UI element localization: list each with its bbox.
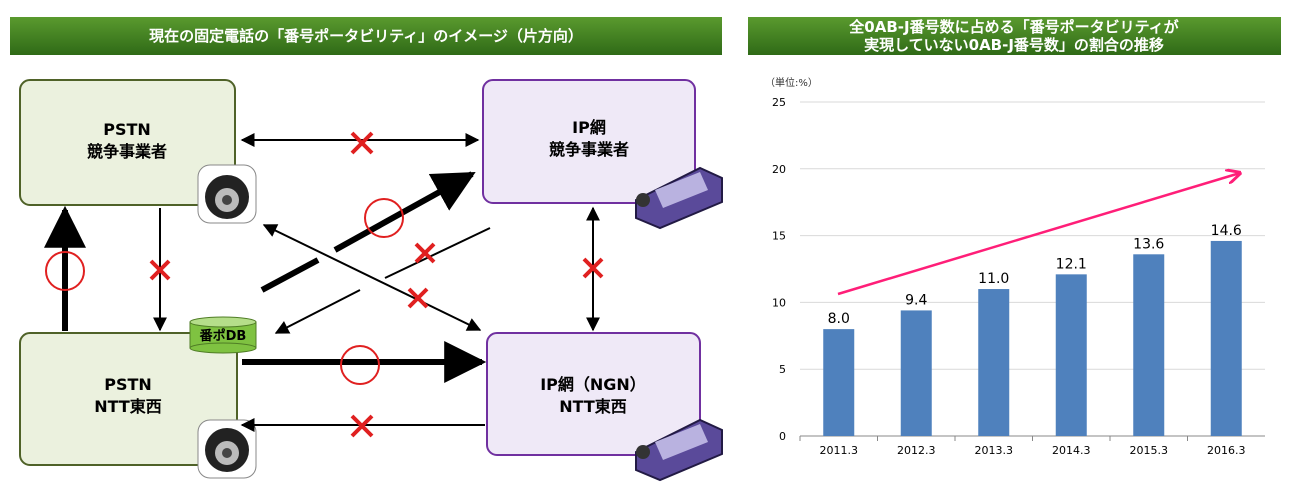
x-tick-label: 2016.3 <box>1207 444 1246 457</box>
value-label: 12.1 <box>1056 256 1087 272</box>
trend-arrow <box>838 173 1240 294</box>
node-line: 競争事業者 <box>549 140 629 159</box>
x-tick-label: 2015.3 <box>1130 444 1169 457</box>
database-label: 番ポDB <box>199 328 247 344</box>
chart-title: 実現していない0AB-J番号数」の割合の推移 <box>864 36 1164 54</box>
node-line: PSTN <box>103 120 151 139</box>
y-tick-label: 10 <box>772 296 786 309</box>
node-line: 競争事業者 <box>87 142 167 161</box>
node-line: NTT東西 <box>559 397 627 416</box>
database: 番ポDB <box>190 317 256 353</box>
canvas: 現在の固定電話の「番号ポータビリティ」のイメージ（片方向） PSTN 競争事業者 … <box>0 0 1291 482</box>
value-label: 8.0 <box>828 311 850 327</box>
y-tick-label: 5 <box>779 363 786 376</box>
diagram: PSTN 競争事業者 IP網競争事業者 PSTN NTT東西 IP網（NGN） NTT… <box>20 80 722 480</box>
value-label: 14.6 <box>1211 223 1242 239</box>
x-tick-label: 2012.3 <box>897 444 936 457</box>
page: 現在の固定電話の「番号ポータビリティ」のイメージ（片方向） PSTN 競争事業者 … <box>0 0 1291 482</box>
node-line: IP網 <box>572 118 606 137</box>
node-line: IP網（NGN） <box>540 375 646 394</box>
chart: 0 5 10 15 20 25 2011.3 8.0 2012.3 9.4 2013.3 11.0 20… <box>772 96 1265 457</box>
value-label: 13.6 <box>1133 236 1164 252</box>
y-tick-label: 15 <box>772 230 786 243</box>
value-label: 9.4 <box>905 292 927 308</box>
x-tick-label: 2013.3 <box>975 444 1014 457</box>
header-title: 現在の固定電話の「番号ポータビリティ」のイメージ（片方向） <box>149 27 583 45</box>
bar <box>978 289 1009 436</box>
phone-icon <box>198 165 256 223</box>
bar <box>1056 274 1087 436</box>
value-label: 11.0 <box>978 271 1009 287</box>
x-tick-label: 2014.3 <box>1052 444 1091 457</box>
bar <box>823 329 854 436</box>
chart-title: 全0AB-J番号数に占める「番号ポータビリティが <box>848 18 1179 36</box>
bar <box>1211 241 1242 436</box>
bar <box>1133 254 1164 436</box>
phone-icon <box>198 420 256 478</box>
bar <box>901 310 932 436</box>
unit-label: （単位:%） <box>765 76 818 89</box>
x-tick-label: 2011.3 <box>820 444 859 457</box>
y-tick-label: 20 <box>772 163 786 176</box>
node-line: PSTN <box>104 375 152 394</box>
y-tick-label: 0 <box>779 430 786 443</box>
y-tick-label: 25 <box>772 96 786 109</box>
node-line: NTT東西 <box>94 397 162 416</box>
